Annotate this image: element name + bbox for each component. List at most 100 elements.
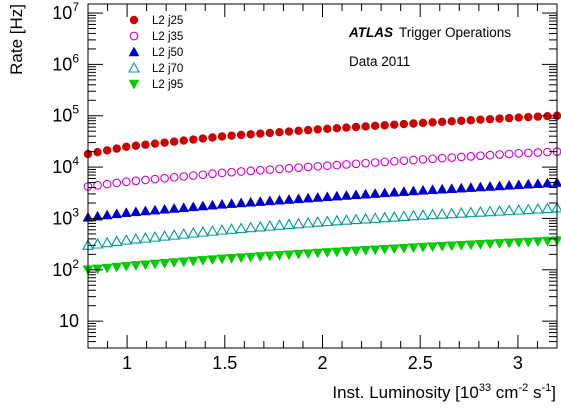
data-point	[361, 122, 370, 131]
data-point	[445, 207, 458, 219]
data-point	[312, 191, 324, 202]
data-point	[120, 261, 132, 272]
data-point	[531, 202, 544, 214]
data-point	[465, 240, 477, 251]
data-point	[236, 167, 246, 176]
data-point	[522, 237, 534, 248]
data-point	[130, 261, 142, 271]
data-point	[513, 179, 525, 190]
tick-labels: 1 1.5 2 2.5 3 10 102 103 104 105 106 107	[52, 0, 523, 373]
data-point	[159, 203, 170, 214]
data-point	[369, 212, 382, 223]
data-point	[428, 154, 437, 164]
data-point	[264, 251, 276, 262]
data-point	[399, 119, 409, 129]
legend: L2 j25 L2 j35 L2 j50 L2 j70 L2 j95	[128, 15, 183, 91]
data-point	[503, 204, 516, 216]
data-point	[475, 181, 486, 192]
y-tick-label: 104	[52, 154, 79, 177]
data-point	[397, 210, 410, 221]
data-point	[216, 198, 228, 209]
data-point	[120, 234, 133, 245]
data-point	[437, 153, 447, 163]
data-point	[139, 231, 152, 243]
data-point	[379, 187, 391, 198]
y-axis-title: Rate [Hz]	[7, 4, 26, 75]
legend-item: L2 j70	[128, 61, 183, 75]
data-point	[189, 135, 198, 144]
data-point	[187, 226, 200, 238]
data-point	[197, 200, 209, 211]
data-point	[102, 179, 112, 189]
data-point	[350, 189, 362, 200]
data-point	[293, 193, 304, 204]
legend-label: L2 j50	[152, 47, 183, 59]
data-point	[342, 160, 351, 169]
data-point	[351, 159, 361, 169]
x-tick-label: 2.5	[408, 353, 433, 373]
data-point	[484, 180, 496, 191]
data-point	[178, 202, 190, 212]
data-point	[141, 175, 150, 185]
data-point	[168, 228, 181, 240]
data-point	[101, 209, 113, 220]
data-point	[457, 116, 466, 125]
data-point	[426, 208, 439, 220]
data-point	[407, 209, 420, 221]
data-point	[207, 199, 218, 210]
data-point	[485, 114, 495, 124]
x-tick-label: 1	[122, 353, 132, 373]
data-point	[495, 150, 504, 159]
data-point	[313, 161, 323, 171]
data-point	[408, 185, 419, 196]
legend-item: L2 j95	[128, 79, 183, 91]
data-point	[522, 203, 535, 215]
data-point	[514, 148, 524, 158]
data-point	[226, 198, 237, 208]
data-point	[523, 148, 533, 158]
legend-label: L2 j25	[152, 15, 183, 27]
y-tick-label: 107	[52, 0, 79, 23]
y-tick-label: 102	[52, 257, 79, 280]
data-point	[323, 124, 332, 133]
data-point	[464, 206, 477, 218]
data-point	[102, 146, 112, 155]
legend-label: L2 j95	[152, 79, 183, 91]
data-year-label: Data 2011	[349, 54, 410, 69]
data-point	[474, 206, 487, 217]
series-l2-j25	[83, 111, 561, 159]
x-tick-label: 2	[317, 353, 327, 373]
data-point	[351, 122, 361, 132]
data-point	[369, 188, 381, 198]
data-point	[503, 238, 515, 249]
data-point	[330, 214, 343, 226]
data-point	[273, 219, 286, 230]
data-point	[533, 148, 543, 157]
data-point	[208, 133, 217, 142]
data-point	[504, 113, 514, 123]
data-point	[198, 170, 208, 180]
data-point	[149, 259, 161, 270]
data-point	[283, 250, 295, 261]
data-point	[494, 239, 505, 249]
data-point	[274, 251, 285, 261]
data-point	[187, 201, 199, 212]
data-point	[379, 244, 391, 255]
data-point	[388, 244, 400, 255]
data-point	[389, 156, 399, 166]
data-point	[388, 186, 400, 197]
data-point	[216, 254, 228, 265]
data-point	[275, 164, 284, 174]
data-point	[532, 178, 544, 188]
data-point	[513, 238, 525, 248]
data-point	[493, 204, 506, 216]
legend-label: L2 j35	[152, 31, 183, 43]
data-point	[93, 180, 102, 190]
data-point	[159, 258, 170, 269]
data-point	[149, 204, 161, 215]
data-point	[91, 237, 104, 249]
data-point	[158, 229, 171, 241]
data-point	[455, 207, 468, 218]
data-point	[225, 223, 238, 234]
